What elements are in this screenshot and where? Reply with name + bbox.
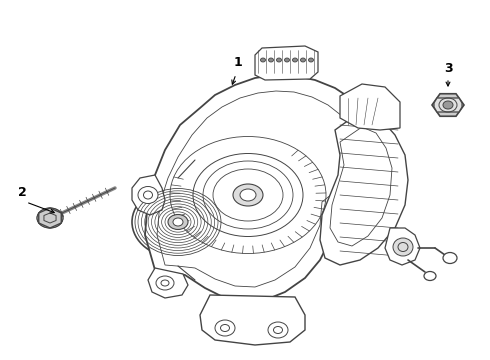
Ellipse shape xyxy=(261,58,266,62)
Ellipse shape xyxy=(168,215,188,230)
Ellipse shape xyxy=(138,186,158,203)
Ellipse shape xyxy=(215,320,235,336)
Ellipse shape xyxy=(233,184,263,206)
Polygon shape xyxy=(268,171,289,186)
Polygon shape xyxy=(148,268,188,298)
Ellipse shape xyxy=(193,153,303,237)
Polygon shape xyxy=(216,165,236,180)
Ellipse shape xyxy=(132,186,224,258)
Ellipse shape xyxy=(240,189,256,201)
Polygon shape xyxy=(432,94,464,116)
Polygon shape xyxy=(385,228,420,265)
Polygon shape xyxy=(274,195,293,207)
Polygon shape xyxy=(145,75,380,302)
Polygon shape xyxy=(207,204,228,219)
Polygon shape xyxy=(340,84,400,130)
Ellipse shape xyxy=(293,58,297,62)
Ellipse shape xyxy=(269,58,273,62)
Ellipse shape xyxy=(168,135,328,255)
Polygon shape xyxy=(255,46,318,80)
Polygon shape xyxy=(200,295,305,345)
Polygon shape xyxy=(248,161,264,175)
Text: 2: 2 xyxy=(18,185,26,198)
Text: 1: 1 xyxy=(234,55,243,68)
Polygon shape xyxy=(434,98,462,112)
Ellipse shape xyxy=(268,322,288,338)
Ellipse shape xyxy=(443,101,453,109)
Ellipse shape xyxy=(173,218,183,226)
Polygon shape xyxy=(203,184,221,195)
Polygon shape xyxy=(233,215,248,229)
Ellipse shape xyxy=(156,276,174,290)
Text: 3: 3 xyxy=(443,62,452,75)
Polygon shape xyxy=(260,210,280,226)
Ellipse shape xyxy=(276,58,281,62)
Ellipse shape xyxy=(393,238,413,256)
Ellipse shape xyxy=(300,58,305,62)
Polygon shape xyxy=(132,175,165,215)
Ellipse shape xyxy=(285,58,290,62)
Ellipse shape xyxy=(424,271,436,280)
Ellipse shape xyxy=(309,58,314,62)
Ellipse shape xyxy=(443,252,457,264)
Polygon shape xyxy=(39,208,61,228)
Polygon shape xyxy=(320,112,408,265)
Ellipse shape xyxy=(37,208,63,228)
